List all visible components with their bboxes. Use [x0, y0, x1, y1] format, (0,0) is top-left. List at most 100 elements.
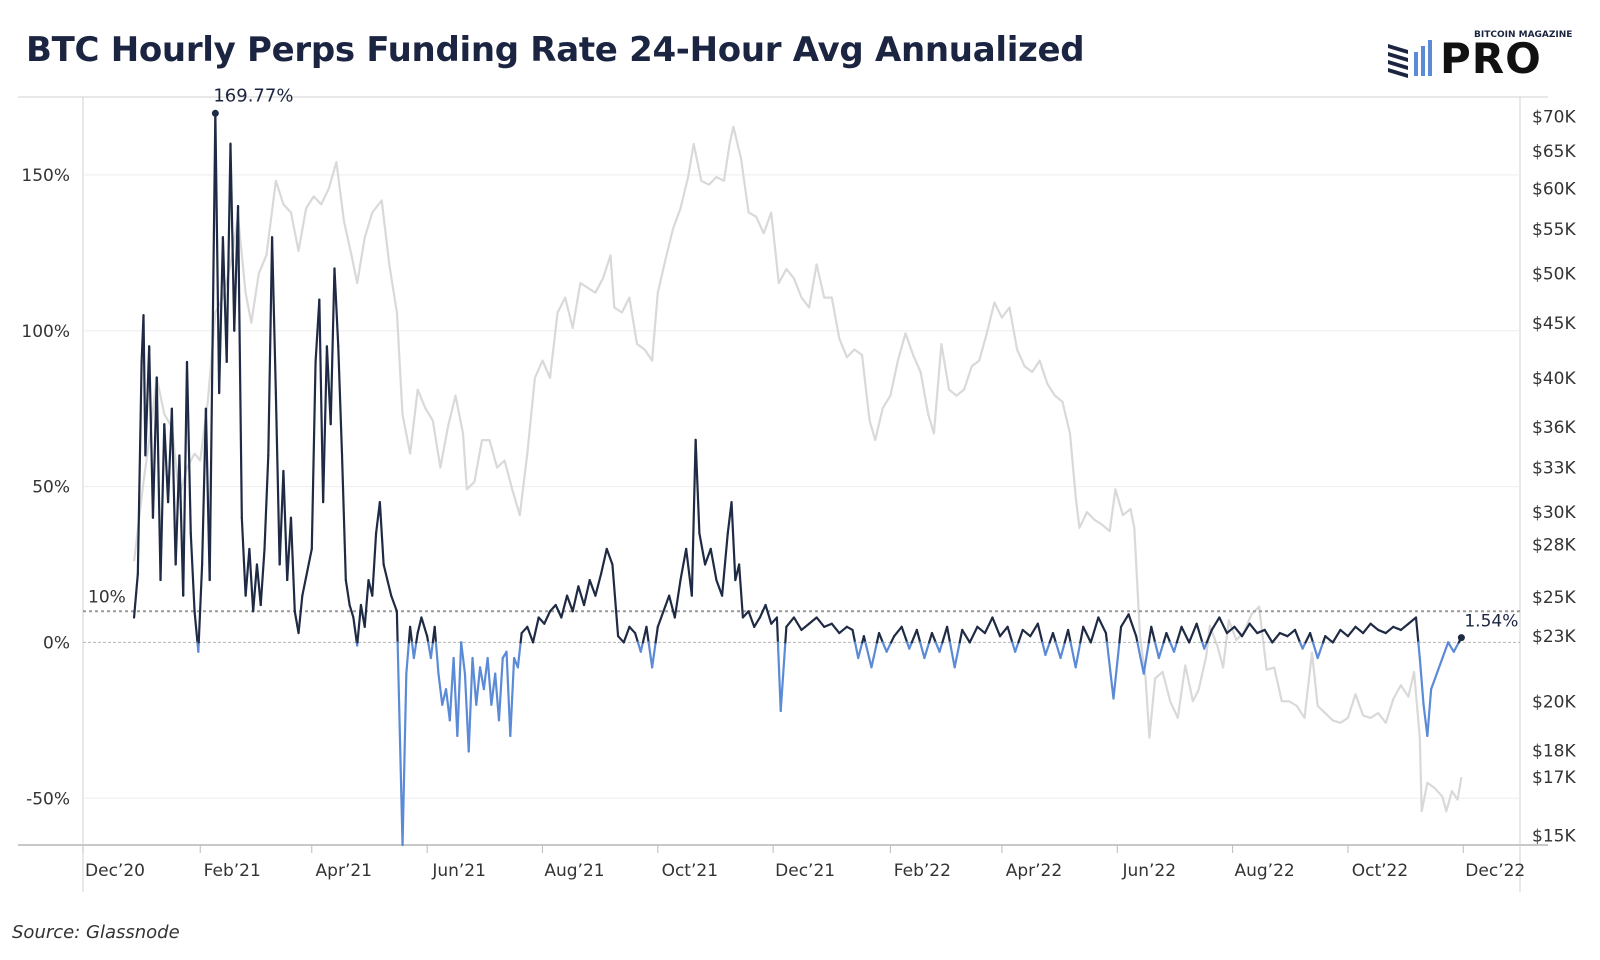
funding-rate-segment — [170, 407, 177, 566]
funding-rate-segment — [1426, 688, 1433, 738]
logo-small-text: BITCOIN MAGAZINE — [1474, 30, 1573, 40]
funding-rate-segment — [543, 610, 552, 625]
funding-rate-segment — [1044, 641, 1051, 656]
funding-rate-segment — [991, 616, 1002, 638]
funding-rate-segment — [142, 314, 147, 457]
funding-rate-segment — [1136, 641, 1145, 675]
funding-rate-segment — [1041, 641, 1047, 656]
x-tick-label: Dec’20 — [85, 861, 145, 881]
funding-rate-segment — [132, 572, 139, 619]
funding-rate-segment — [776, 641, 782, 713]
y-right-tick-label: $20K — [1532, 692, 1576, 712]
funding-rate-segment — [344, 578, 351, 607]
funding-rate-segment — [163, 423, 170, 504]
funding-rate-segment — [877, 631, 884, 644]
y-right-tick-label: $30K — [1532, 503, 1576, 523]
funding-rate-segment — [910, 628, 918, 644]
funding-rate-segment — [720, 532, 729, 597]
funding-rate-segment — [218, 236, 225, 395]
funding-rate-segment — [864, 641, 873, 669]
y-left-tick-label: 150% — [21, 166, 70, 186]
btc-price-line — [133, 125, 1463, 813]
funding-rate-segment — [582, 578, 591, 607]
x-tick-label: Aug’22 — [1234, 861, 1294, 881]
funding-rate-segment — [1311, 641, 1319, 660]
funding-rate-segment — [1119, 613, 1130, 628]
funding-rate-segment — [531, 616, 540, 644]
funding-rate-segment — [961, 628, 971, 644]
chart-title: BTC Hourly Perps Funding Rate 24-Hour Av… — [26, 30, 1085, 70]
funding-rate-segment — [201, 407, 208, 566]
funding-rate-segment — [554, 603, 563, 619]
x-tick-label: Apr’22 — [1006, 861, 1062, 881]
funding-rate-segment — [741, 610, 750, 619]
x-tick-label: Dec’21 — [775, 861, 835, 881]
funding-rate-segment — [838, 625, 848, 635]
y-right-tick-label: $28K — [1532, 535, 1576, 555]
reference-line-label: 10% — [88, 587, 126, 607]
funding-rate-segment — [953, 641, 961, 669]
funding-rate-segment — [252, 563, 259, 613]
funding-rate-segment — [565, 594, 574, 613]
funding-rate-segment — [599, 547, 608, 575]
y-right-tick-label: $15K — [1532, 827, 1576, 847]
funding-rate-segment — [1142, 641, 1150, 675]
funding-rate-segment — [333, 267, 340, 348]
funding-rate-segment — [322, 345, 329, 504]
x-tick-label: Dec’22 — [1465, 861, 1525, 881]
funding-rate-segment — [155, 376, 162, 582]
latest-label: 1.54% — [1464, 612, 1518, 632]
y-right-tick-label: $70K — [1532, 108, 1576, 128]
funding-rate-segment — [1263, 628, 1274, 644]
funding-rate-segment — [1309, 631, 1315, 644]
funding-rate-segment — [225, 142, 232, 364]
funding-rate-segment — [1059, 641, 1066, 660]
funding-rate-segment — [779, 641, 787, 713]
funding-rate-segment — [520, 625, 529, 635]
x-tick-label: Aug’21 — [544, 861, 604, 881]
funding-rate-segment — [645, 625, 650, 644]
funding-rate-segment — [390, 594, 398, 613]
funding-rate-segment — [784, 625, 788, 644]
source-note: Source: Glassnode — [12, 922, 180, 943]
funding-rate-segment — [758, 603, 767, 619]
funding-rate-segment — [537, 616, 546, 625]
funding-rate-segment — [1452, 641, 1460, 653]
y-left-tick-label: 0% — [43, 633, 70, 653]
funding-rate-segment — [297, 594, 304, 635]
funding-rate-segment — [1240, 622, 1251, 638]
funding-rate-segment — [310, 360, 317, 551]
x-tick-label: Jun’21 — [431, 861, 486, 881]
funding-rate-segment — [329, 267, 336, 426]
funding-rate-segment — [267, 236, 274, 457]
funding-rate-segment — [1051, 631, 1057, 644]
funding-rate-segment — [1346, 625, 1357, 638]
funding-rate-segment — [647, 641, 654, 669]
y-right-tick-label: $33K — [1532, 459, 1576, 479]
funding-rate-segment — [1104, 631, 1109, 644]
funding-rate-segment — [526, 625, 535, 644]
funding-rate-segment — [189, 532, 196, 613]
peak-label: 169.77% — [213, 85, 293, 106]
funding-rate-segment — [1089, 616, 1100, 644]
funding-rate-segment — [148, 345, 155, 519]
funding-rate-segment — [938, 641, 944, 653]
y-left-tick-label: 100% — [21, 322, 70, 342]
funding-rate-segment — [958, 628, 964, 644]
funding-rate-segment — [1377, 628, 1387, 635]
funding-rate-segment — [236, 204, 243, 519]
funding-rate-segment — [159, 423, 166, 582]
y-right-tick-label: $40K — [1532, 369, 1576, 389]
funding-rate-segment — [764, 603, 773, 625]
funding-rate-segment — [785, 616, 796, 628]
funding-rate-segment — [282, 469, 289, 582]
funding-rate-segment — [1127, 613, 1138, 638]
funding-rate-segment — [1418, 656, 1425, 706]
y-left-tick-label: -50% — [26, 789, 70, 809]
funding-rate-segment — [1036, 622, 1044, 644]
latest-marker — [1457, 634, 1465, 642]
funding-rate-segment — [976, 625, 987, 635]
funding-rate-segment — [945, 625, 952, 644]
funding-rate-segment — [930, 631, 937, 644]
funding-rate-segment — [519, 631, 523, 644]
